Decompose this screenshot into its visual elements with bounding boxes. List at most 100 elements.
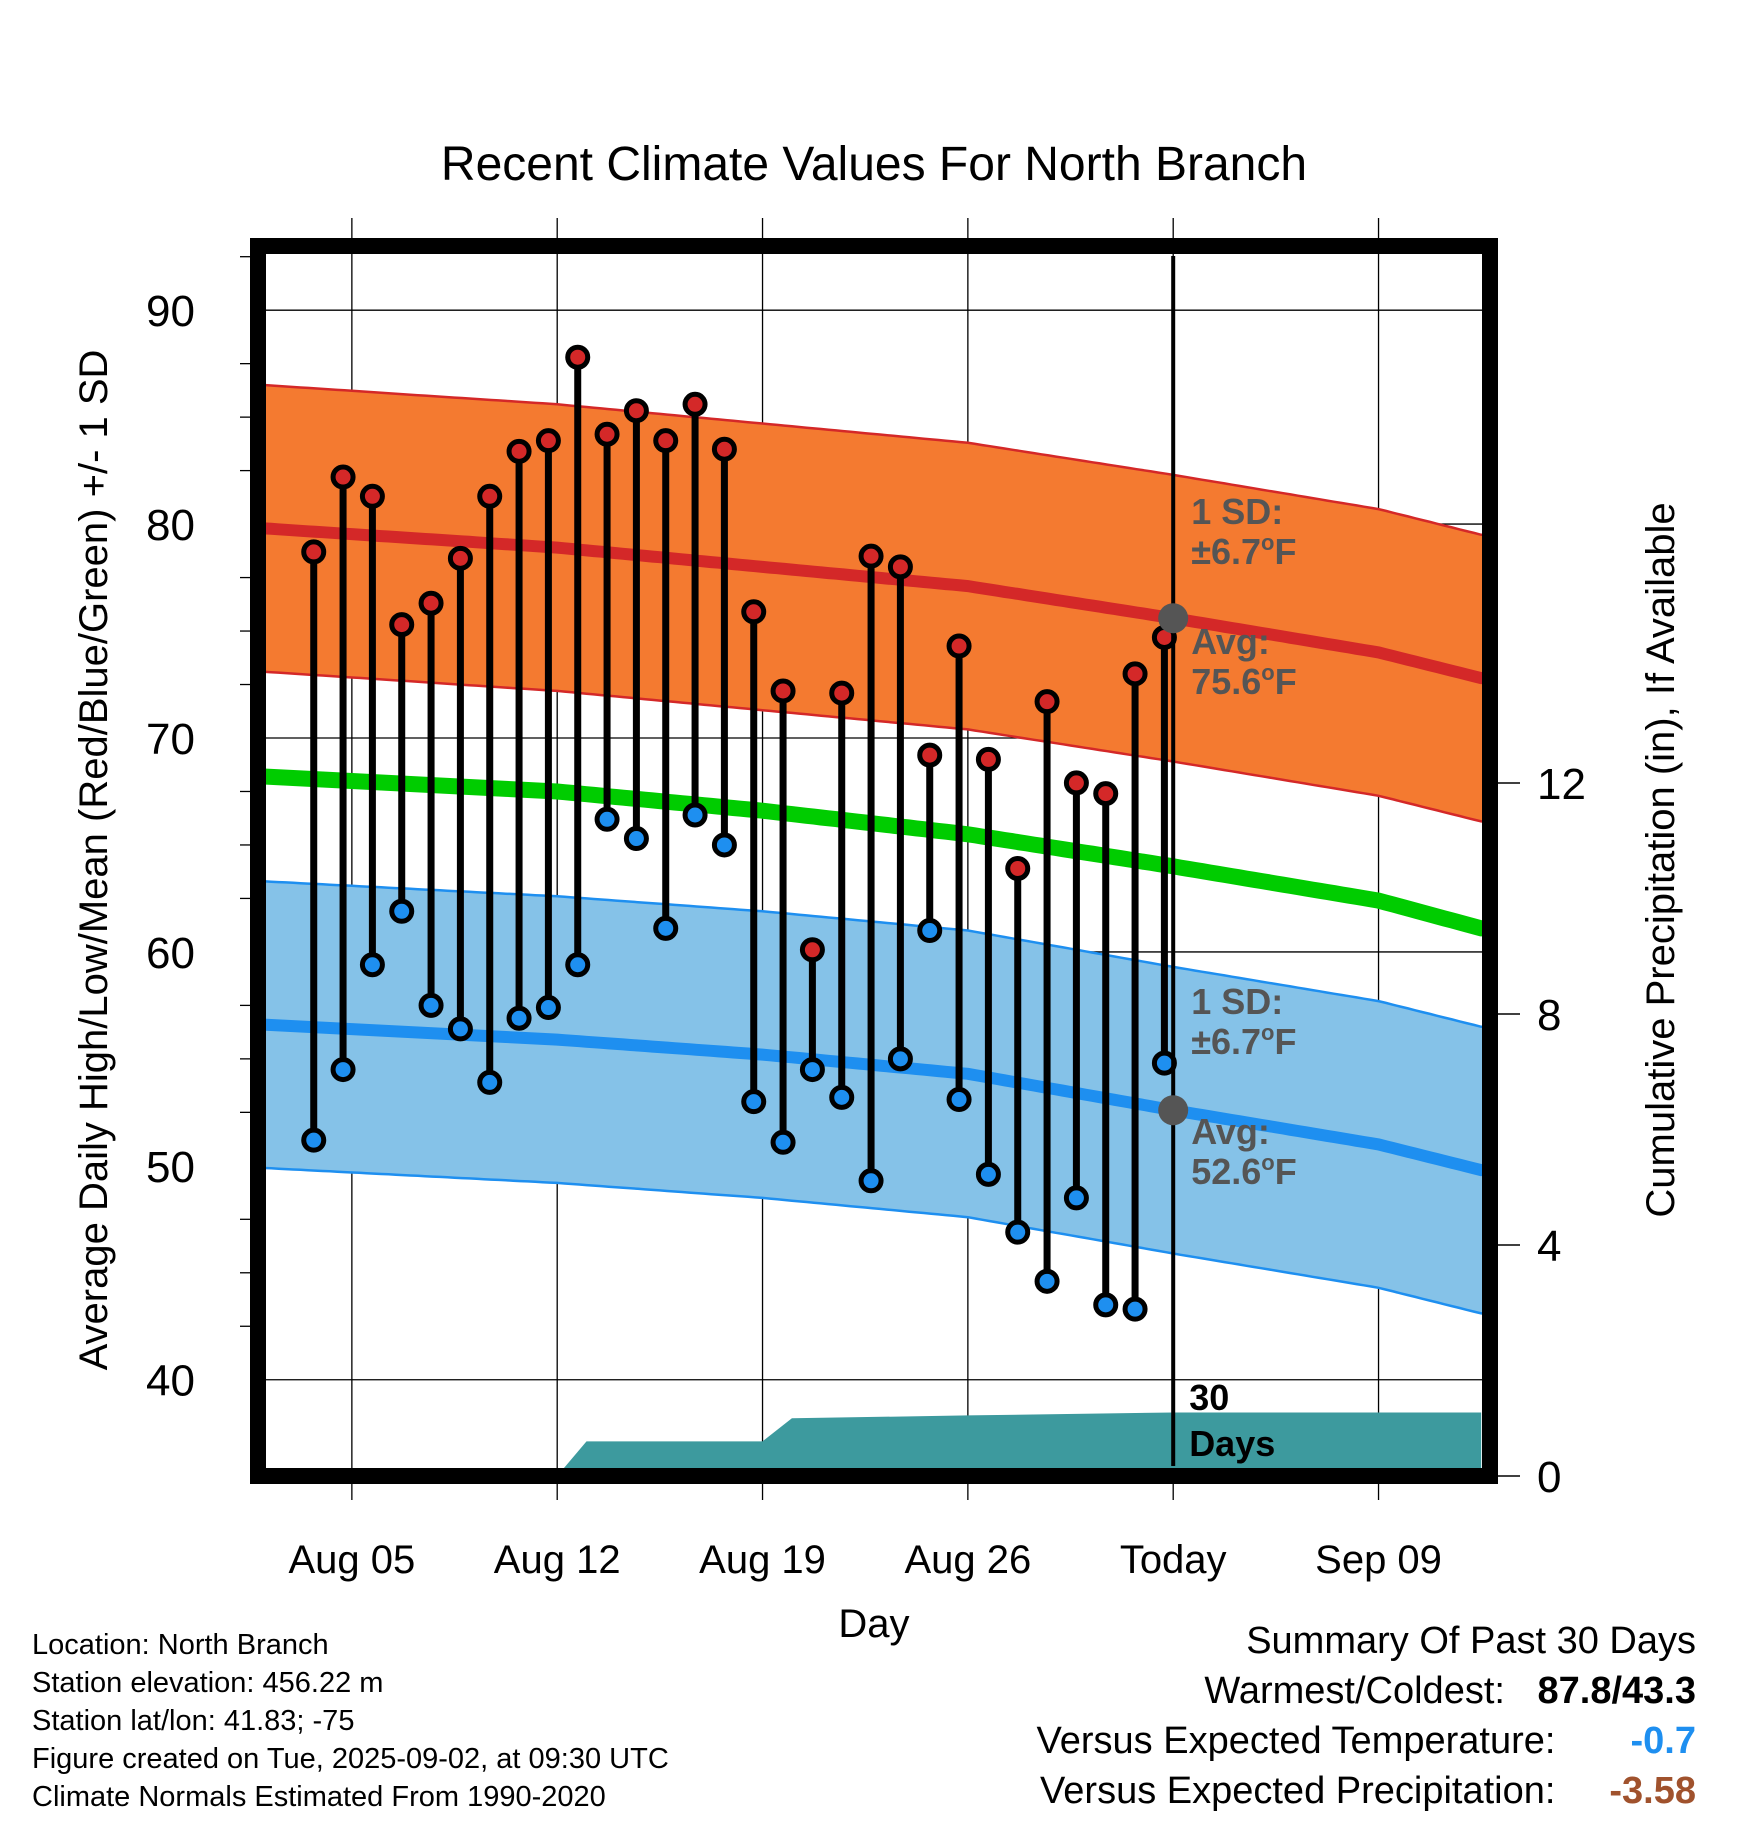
- daily-low-marker: [535, 995, 561, 1021]
- low-sd-label: 1 SD:: [1191, 981, 1283, 1022]
- daily-low-marker: [682, 802, 708, 828]
- latlon-text: Station lat/lon: 41.83; -75: [32, 1705, 355, 1737]
- high-avg-label: Avg:: [1191, 621, 1270, 662]
- daily-low-marker: [477, 1069, 503, 1095]
- daily-high-marker: [1063, 770, 1089, 796]
- daily-low-marker: [623, 826, 649, 852]
- mean-line: [263, 768, 1489, 937]
- x-tick-label: Aug 12: [494, 1538, 621, 1582]
- location-text: Location: North Branch: [32, 1629, 329, 1661]
- daily-high-marker: [917, 742, 943, 768]
- daily-high-marker: [389, 612, 415, 638]
- daily-low-marker: [565, 952, 591, 978]
- daily-high-marker: [682, 391, 708, 417]
- summary-warm-cold-row: Warmest/Coldest: 87.8/43.3: [1037, 1666, 1696, 1716]
- daily-high-marker: [711, 436, 737, 462]
- high-avg-value: 75.6oF: [1191, 660, 1297, 702]
- daily-high-marker: [653, 428, 679, 454]
- y-tick-label: 40: [146, 1357, 195, 1406]
- band-layer: [263, 383, 1489, 1315]
- low-avg-today-marker: [1158, 1095, 1189, 1126]
- daily-low-marker: [1093, 1292, 1119, 1318]
- daily-low-marker: [887, 1046, 913, 1072]
- low-sd-band: [263, 881, 1489, 1314]
- daily-low-marker: [389, 898, 415, 924]
- daily-high-marker: [418, 590, 444, 616]
- daily-low-marker: [946, 1087, 972, 1113]
- daily-high-marker: [594, 421, 620, 447]
- daily-high-marker: [770, 678, 796, 704]
- daily-low-marker: [799, 1057, 825, 1083]
- daily-high-marker: [1093, 781, 1119, 807]
- x-tick-label: Sep 09: [1315, 1538, 1442, 1582]
- x-axis-label: Day: [838, 1602, 909, 1646]
- daily-high-marker: [535, 428, 561, 454]
- daily-high-marker: [330, 464, 356, 490]
- high-sd-value: ±6.7oF: [1191, 530, 1296, 572]
- normals-text: Climate Normals Estimated From 1990-2020: [32, 1781, 606, 1813]
- daily-high-marker: [506, 438, 532, 464]
- y-tick-label: 60: [146, 929, 195, 978]
- high-avg-today-marker: [1158, 603, 1189, 634]
- warm-cold-value: 87.8/43.3: [1537, 1670, 1696, 1712]
- y-axis-label: Average Daily High/Low/Mean (Red/Blue/Gr…: [72, 350, 116, 1371]
- daily-low-marker: [975, 1161, 1001, 1187]
- summary-precip-row: Versus Expected Precipitation: -3.58: [1037, 1766, 1696, 1816]
- daily-high-marker: [447, 545, 473, 571]
- daily-high-marker: [858, 543, 884, 569]
- y2-tick-label: 4: [1537, 1222, 1561, 1271]
- daily-high-marker: [301, 539, 327, 565]
- daily-low-marker: [447, 1016, 473, 1042]
- precip-area: [557, 1412, 1482, 1476]
- y-tick-label: 50: [146, 1143, 195, 1192]
- daily-high-marker: [623, 398, 649, 424]
- today-days-label: 30: [1189, 1377, 1229, 1418]
- daily-low-marker: [594, 806, 620, 832]
- low-sd-value: ±6.7oF: [1191, 1020, 1296, 1062]
- high-sd-band-lower-edge: [263, 670, 1489, 823]
- daily-low-marker: [330, 1057, 356, 1083]
- plot-frame: [250, 238, 1498, 1484]
- low-sd-band-upper-edge: [263, 880, 1489, 1029]
- y2-axis-label: Cumulative Precipitation (in), If Availa…: [1639, 502, 1683, 1217]
- stick-layer: [301, 344, 1177, 1322]
- daily-low-marker: [1063, 1185, 1089, 1211]
- y-tick-label: 90: [146, 287, 195, 336]
- temp-diff-label: Versus Expected Temperature:: [1036, 1720, 1556, 1762]
- x-tick-label: Aug 05: [288, 1538, 415, 1582]
- precip-diff-value: -3.58: [1609, 1770, 1696, 1812]
- x-tick-label: Today: [1120, 1538, 1227, 1582]
- daily-low-marker: [770, 1129, 796, 1155]
- y2-tick-label: 0: [1537, 1453, 1561, 1502]
- daily-low-marker: [418, 992, 444, 1018]
- y2-tick-label: 8: [1537, 991, 1561, 1040]
- warm-cold-label: Warmest/Coldest:: [1204, 1670, 1505, 1712]
- daily-low-marker: [711, 832, 737, 858]
- summary-panel: Summary Of Past 30 Days Warmest/Coldest:…: [1037, 1616, 1696, 1816]
- daily-low-marker: [741, 1089, 767, 1115]
- low-sd-band-lower-edge: [263, 1166, 1489, 1315]
- summary-temp-row: Versus Expected Temperature: -0.7: [1037, 1716, 1696, 1766]
- summary-title: Summary Of Past 30 Days: [1246, 1620, 1696, 1662]
- daily-high-marker: [1034, 689, 1060, 715]
- daily-low-marker: [917, 918, 943, 944]
- daily-high-marker: [975, 746, 1001, 772]
- daily-low-marker: [506, 1005, 532, 1031]
- low-avg-value: 52.6oF: [1191, 1150, 1297, 1192]
- chart-title: Recent Climate Values For North Branch: [441, 138, 1307, 191]
- daily-high-marker: [887, 554, 913, 580]
- high-sd-label: 1 SD:: [1191, 491, 1283, 532]
- elevation-text: Station elevation: 456.22 m: [32, 1667, 384, 1699]
- daily-low-marker: [359, 952, 385, 978]
- daily-high-marker: [799, 937, 825, 963]
- y-tick-label: 70: [146, 715, 195, 764]
- station-info: Location: North Branch Station elevation…: [32, 1626, 669, 1816]
- created-text: Figure created on Tue, 2025-09-02, at 09…: [32, 1743, 669, 1775]
- daily-high-marker: [477, 483, 503, 509]
- high-sd-band: [263, 385, 1489, 822]
- daily-high-marker: [1005, 855, 1031, 881]
- daily-low-marker: [301, 1127, 327, 1153]
- y-tick-label: 80: [146, 501, 195, 550]
